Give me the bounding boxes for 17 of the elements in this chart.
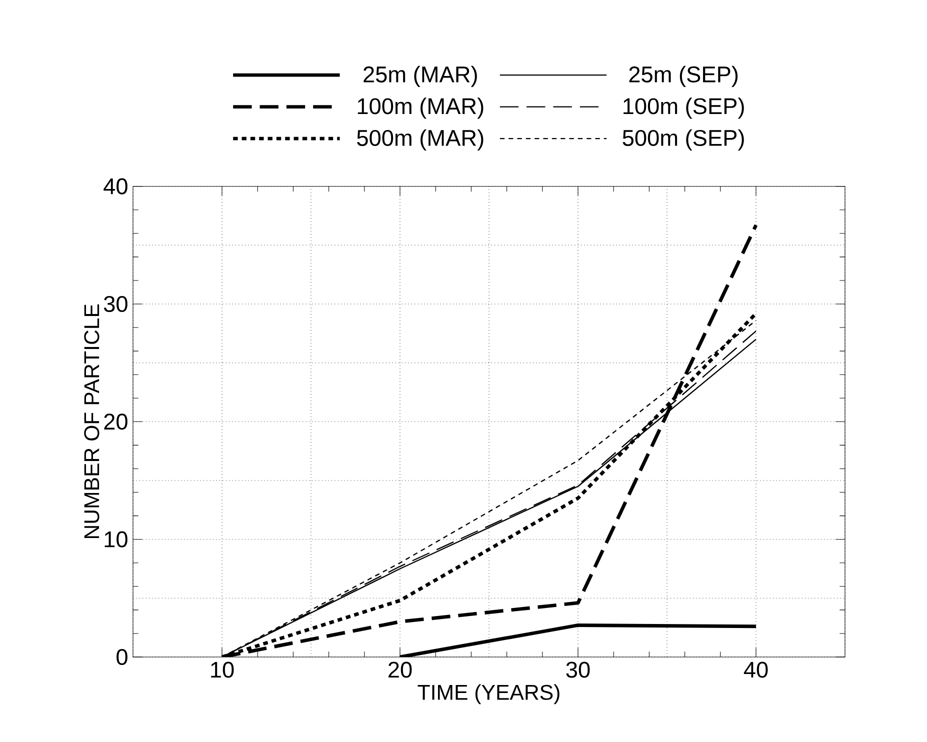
x-tick-label: 30 [566,662,590,678]
x-tick-label: 10 [211,662,234,678]
y-axis-title: NUMBER OF PARTICLE [84,304,100,538]
x-tick-label: 40 [744,662,768,678]
legend-label: 500m (SEP) [622,129,744,150]
legend-label: 100m (SEP) [624,98,744,119]
legend-label: 25m (SEP) [629,66,738,87]
legend-label: 25m (MAR) [364,66,477,87]
legend-label: 100m (MAR) [358,98,484,119]
y-tick-label: 30 [104,296,128,312]
y-tick-label: 10 [104,531,128,548]
y-tick-label: 40 [104,178,128,194]
legend-label: 500m (MAR) [357,129,484,150]
x-tick-label: 20 [388,662,412,678]
y-tick-label: 0 [116,648,128,666]
x-axis-title: TIME (YEARS) [418,684,560,704]
y-tick-label: 20 [104,414,128,430]
